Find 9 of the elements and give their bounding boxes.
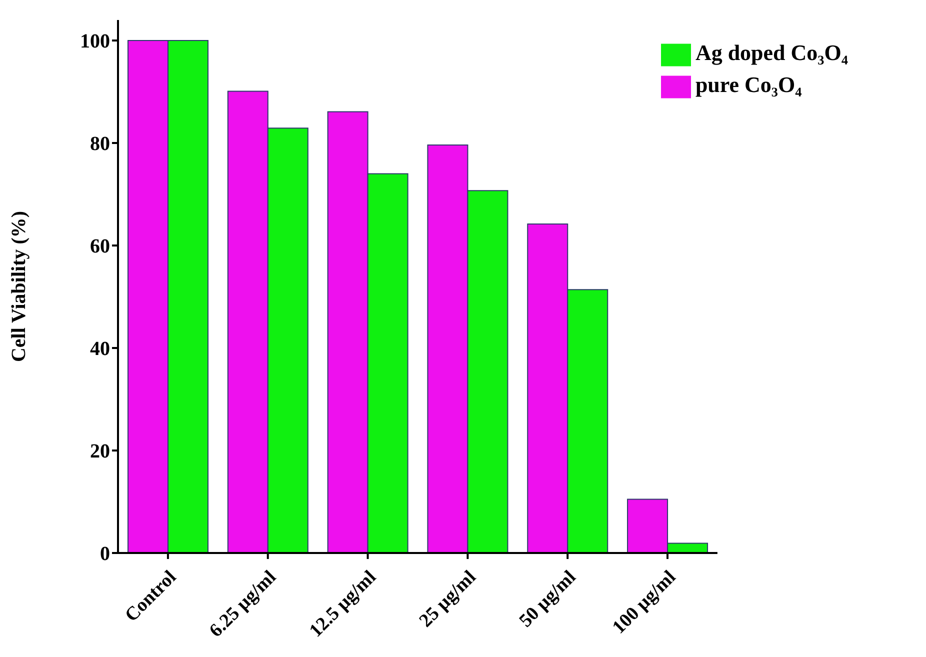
y-tick-label: 20 — [90, 440, 110, 463]
y-tick-label: 40 — [90, 338, 110, 360]
legend-label: pure Co₃O₄ — [695, 72, 802, 97]
y-tick-label: 0 — [100, 543, 110, 566]
y-tick-label: 60 — [90, 236, 110, 258]
y-tick-label: 80 — [90, 133, 110, 156]
y-tick-label: 100 — [80, 30, 110, 53]
y-axis-title: Cell Viability (%) — [8, 210, 30, 362]
legend-label: Ag doped Co₃O₄ — [695, 40, 848, 65]
